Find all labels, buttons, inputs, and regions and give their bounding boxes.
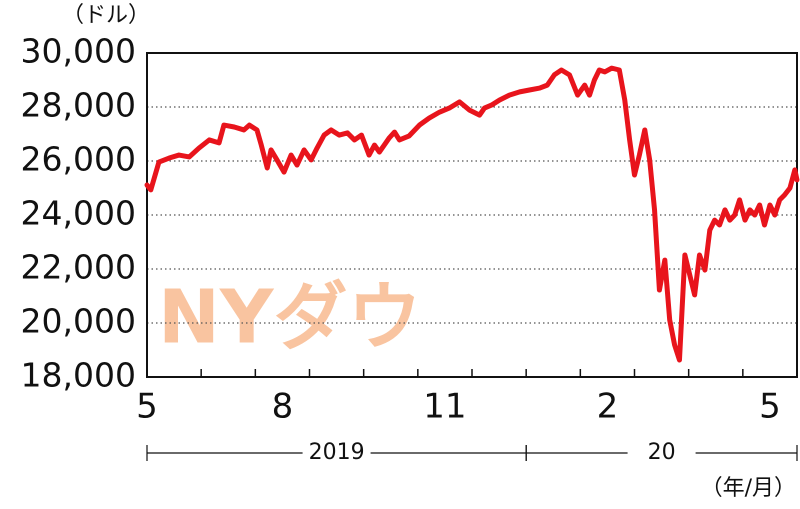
y-tick-label: 30,000 [21,32,136,71]
y-tick-label: 20,000 [21,302,136,341]
year-label-bg [302,440,371,466]
year-label-bg [627,440,696,466]
y-tick-label: 18,000 [21,356,136,395]
x-unit-label: （年/月） [701,476,796,501]
x-tick-label: 5 [759,387,781,427]
x-tick-label: 8 [272,387,294,427]
x-tick-label: 5 [136,387,158,427]
y-tick-label: 22,000 [21,248,136,287]
y-tick-label: 24,000 [21,194,136,233]
y-unit-label: （ドル） [62,3,150,28]
year-label: 2019 [309,440,365,465]
y-tick-label: 26,000 [21,140,136,179]
watermark: NYダウ [158,275,422,361]
year-label: 20 [648,440,676,465]
x-tick-label: 2 [597,387,619,427]
price-line [144,65,800,363]
y-tick-label: 28,000 [21,86,136,125]
x-tick-label: 11 [423,387,466,427]
